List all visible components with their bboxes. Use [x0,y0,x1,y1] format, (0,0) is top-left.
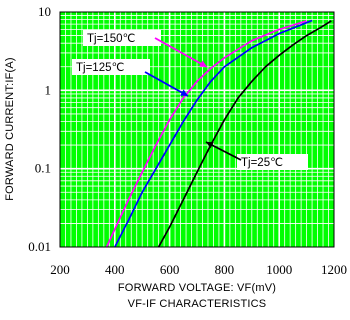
plot-frame [59,11,335,248]
series-line-1 [114,19,313,248]
annotation-label: Tj=125℃ [76,62,124,74]
y-tick-label: 1 [45,82,52,97]
y-tick-label: 10 [38,4,51,19]
y-tick-label: 0.01 [28,239,51,254]
minor-grid [60,12,334,247]
annotation-arrowhead [199,60,207,67]
x-tick-label: 1200 [321,262,347,277]
x-tick-label: 600 [160,262,180,277]
series-line-2 [157,20,332,248]
x-tick-label: 200 [50,262,70,277]
chart-title: VF-IF CHARACTERISTICS [128,298,267,310]
series-line-0 [105,20,307,248]
annotation-box [237,154,308,170]
y-tick-label: 0.1 [35,161,51,176]
annotation-arrowhead [180,89,188,96]
series-layer [105,19,332,248]
annotation-label: Tj=25℃ [241,157,283,169]
annotation-arrowhead [206,142,214,149]
annotation-layer: Tj=150℃ Tj=125℃ Tj=25℃ [72,30,308,170]
annotation-box [72,59,150,75]
tick-labels: 200 400 600 800 1000 1200 0.01 0.1 1 10 [28,4,347,277]
x-axis-title: FORWARD VOLTAGE: VF(mV) [118,282,276,294]
x-tick-label: 400 [105,262,125,277]
annotation-arrow [154,37,208,68]
annotation-label: Tj=150℃ [87,33,135,45]
annotation-arrow [144,71,189,97]
annotation-box [83,30,161,46]
x-tick-label: 800 [215,262,235,277]
y-axis-title: FORWARD CURRENT:IF(A) [4,57,16,201]
x-tick-label: 1000 [266,262,292,277]
